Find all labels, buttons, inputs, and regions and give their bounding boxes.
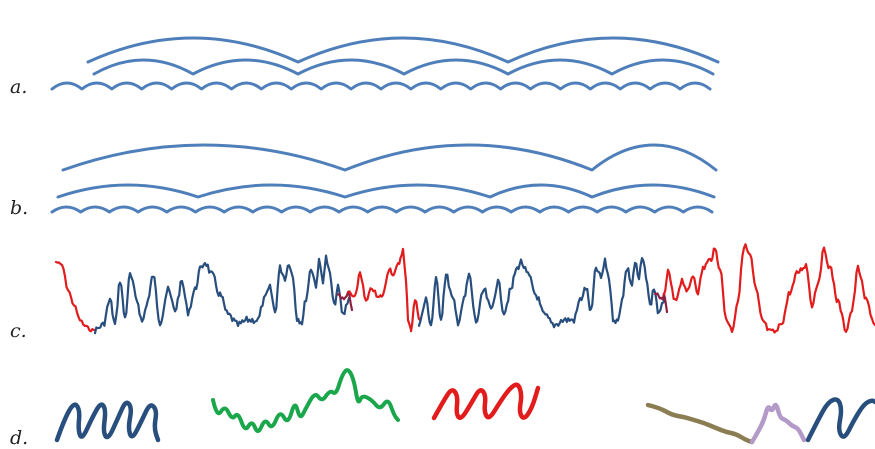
row-c-red-bridge (409, 299, 422, 333)
row-d-lilac-stroke (749, 402, 807, 445)
row-d-segments (54, 368, 875, 445)
row-label-c: c. (10, 320, 27, 342)
row-d-red-stroke (431, 382, 541, 421)
row-b-arc-level-3 (50, 205, 714, 214)
row-label-a: a. (10, 76, 28, 98)
row-c-maroon-transition-1 (336, 291, 354, 312)
row-c-red-segment-2 (662, 243, 875, 334)
row-d-green-stroke (211, 368, 400, 433)
row-b-arcs (50, 143, 718, 214)
row-a-arc-level-1 (86, 36, 720, 64)
row-b-arc-level-2 (56, 183, 716, 199)
row-d-navy-stroke-2 (805, 397, 875, 443)
row-c-maroon-transition-2 (653, 292, 669, 314)
row-c-red-segment-1 (346, 247, 413, 332)
row-label-d: d. (10, 427, 29, 449)
row-a-arc-level-2 (92, 58, 715, 76)
row-c-red-lead (54, 260, 97, 333)
row-c-signal (54, 243, 875, 335)
row-a-arc-level-3 (50, 81, 712, 91)
row-b-arc-level-1 (61, 143, 718, 172)
row-c-navy-segment-2 (417, 257, 667, 329)
row-a-arcs (50, 36, 720, 91)
row-label-b: b. (10, 197, 29, 219)
row-c-navy-segment-1 (93, 254, 351, 335)
row-d-olive-stroke (645, 402, 755, 445)
row-d-navy-stroke (54, 400, 161, 443)
